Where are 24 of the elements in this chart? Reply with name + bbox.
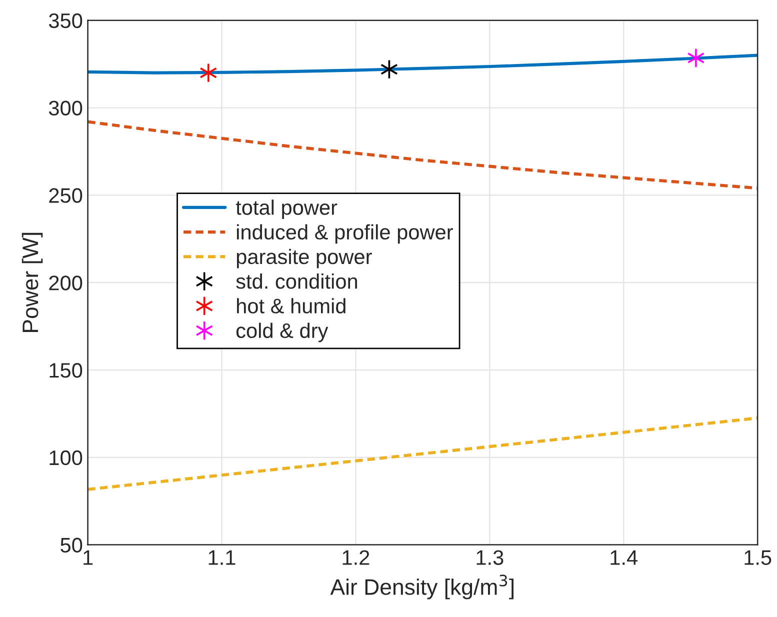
- legend-label: induced & profile power: [236, 224, 453, 244]
- x-tick-label: 1.3: [476, 550, 504, 565]
- y-tick-label: 100: [50, 450, 82, 466]
- legend-label: hot & humid: [237, 298, 346, 314]
- y-tick-label: 350: [48, 13, 82, 28]
- y-axis-title: Power [W]: [22, 232, 43, 332]
- line-series: [88, 120, 758, 190]
- y-tick-label: 200: [49, 276, 82, 290]
- legend-label: total power: [236, 200, 338, 220]
- y-tick-label: 50: [60, 538, 82, 553]
- point: [687, 48, 705, 68]
- x-tick-label: 1.5: [744, 550, 772, 565]
- x-tick-label: 1.1: [208, 550, 236, 565]
- y-tick-label: 250: [49, 188, 82, 203]
- y-tick-label: 150: [50, 362, 82, 378]
- point: [200, 62, 218, 83]
- x-tick-label: 1: [84, 550, 93, 565]
- x-tick-label: 1.4: [610, 550, 638, 565]
- legend-label: parasite power: [236, 248, 372, 268]
- x-tick-label: 1.2: [342, 550, 370, 565]
- legend-label: cold & dry: [236, 322, 328, 342]
- legend-label: std. condition: [236, 273, 357, 289]
- y-tick-label: 300: [48, 100, 82, 116]
- x-axis-title: Air Density [kg/m$^{3}$]: [330, 574, 514, 600]
